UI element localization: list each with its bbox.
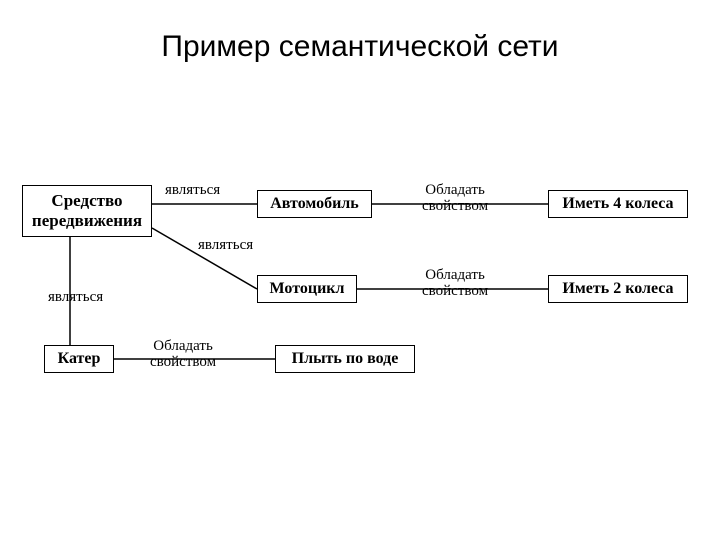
node-label: Плыть по воде (292, 350, 399, 368)
edge-label-boat-swim: Обладать свойством (150, 339, 216, 371)
node-vehicle: Средство передвижения (22, 185, 152, 237)
node-label: Иметь 4 колеса (562, 195, 673, 213)
node-car: Автомобиль (257, 190, 372, 218)
page-title: Пример семантической сети (0, 30, 720, 64)
node-label: Автомобиль (270, 195, 358, 213)
node-swim: Плыть по воде (275, 345, 415, 373)
node-label: Средство передвижения (32, 191, 142, 230)
node-boat: Катер (44, 345, 114, 373)
node-label: Катер (58, 350, 101, 368)
node-moto: Мотоцикл (257, 275, 357, 303)
node-wheels4: Иметь 4 колеса (548, 190, 688, 218)
edge-label-vehicle-boat: являться (48, 290, 103, 306)
edge-label-vehicle-car: являться (165, 183, 220, 199)
edges-layer (0, 0, 720, 540)
node-label: Мотоцикл (270, 280, 345, 298)
edge-label-car-wheels4: Обладать свойством (422, 183, 488, 215)
node-label: Иметь 2 колеса (562, 280, 673, 298)
edge-label-vehicle-moto: являться (198, 238, 253, 254)
node-wheels2: Иметь 2 колеса (548, 275, 688, 303)
edge-label-moto-wheels2: Обладать свойством (422, 268, 488, 300)
